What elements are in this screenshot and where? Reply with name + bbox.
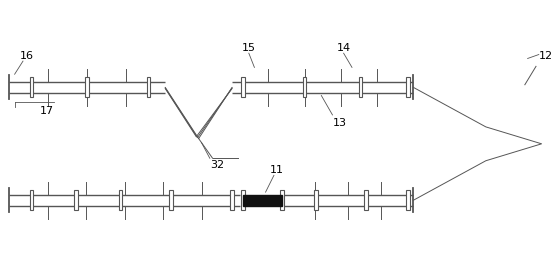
Bar — [30, 190, 33, 210]
Text: 14: 14 — [337, 43, 350, 53]
Text: 16: 16 — [20, 51, 34, 61]
Bar — [303, 77, 306, 97]
Text: 15: 15 — [242, 43, 256, 53]
Text: 11: 11 — [269, 165, 284, 175]
Bar — [314, 190, 318, 210]
Bar — [241, 77, 245, 97]
Text: 17: 17 — [40, 106, 54, 116]
Bar — [146, 77, 150, 97]
Bar — [358, 77, 362, 97]
Bar — [241, 190, 245, 210]
Bar — [119, 190, 122, 210]
Bar — [364, 190, 368, 210]
Bar — [86, 77, 89, 97]
Text: 12: 12 — [539, 51, 553, 61]
Bar — [74, 190, 78, 210]
Bar — [406, 77, 410, 97]
Bar — [169, 190, 173, 210]
Bar — [281, 190, 284, 210]
Bar — [406, 190, 410, 210]
Bar — [243, 195, 282, 206]
Bar — [30, 77, 33, 97]
Bar — [230, 190, 234, 210]
Text: 32: 32 — [210, 159, 224, 169]
Text: 13: 13 — [333, 117, 347, 128]
